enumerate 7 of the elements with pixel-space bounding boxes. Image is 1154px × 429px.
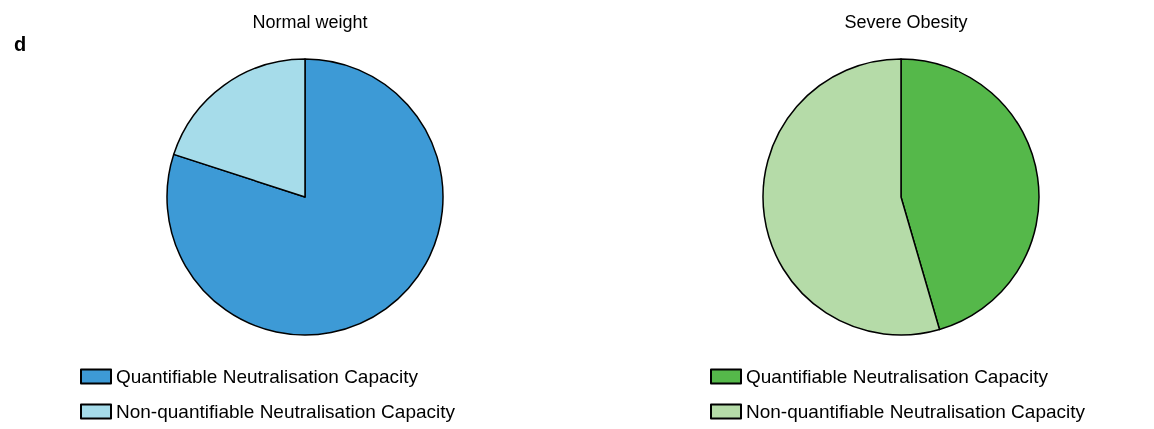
legend-label: Quantifiable Neutralisation Capacity xyxy=(746,366,1049,387)
text: d xyxy=(14,33,27,55)
legend-label: Non-quantifiable Neutralisation Capacity xyxy=(746,401,1086,422)
legend-label: Quantifiable Neutralisation Capacity xyxy=(116,366,419,387)
chart-title: Normal weight xyxy=(252,12,368,32)
legend-label: Non-quantifiable Neutralisation Capacity xyxy=(116,401,456,422)
chart-title: Severe Obesity xyxy=(844,12,968,32)
